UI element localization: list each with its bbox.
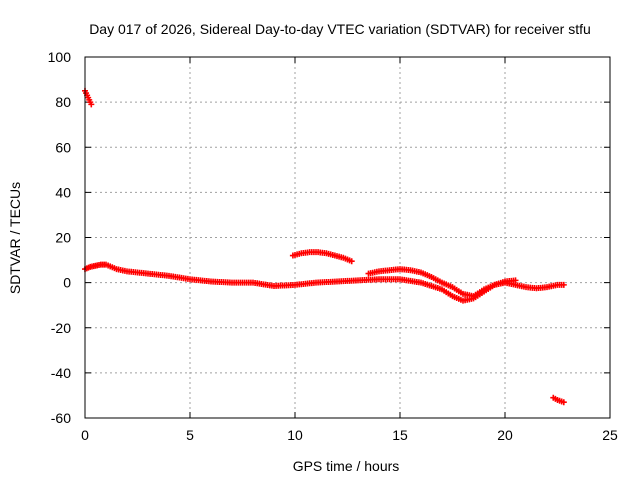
data-point (512, 277, 519, 284)
ticks: 0 5 10 15 20 25 -60 -40 -20 0 20 40 60 80 100 (48, 49, 618, 443)
x-tick-label: 15 (392, 427, 408, 443)
y-tick-label: 20 (55, 230, 71, 246)
y-tick-label: -40 (51, 365, 71, 381)
series-early-high (82, 87, 95, 108)
y-tick-label: -20 (51, 320, 71, 336)
series-arc-2 (365, 266, 519, 300)
data-point (560, 281, 567, 288)
y-axis-label: SDTVAR / TECUs (7, 182, 23, 294)
y-tick-label: 0 (63, 275, 71, 291)
chart-title: Day 017 of 2026, Sidereal Day-to-day VTE… (89, 21, 591, 37)
series-arc-1 (289, 249, 355, 265)
data-point (560, 399, 567, 406)
x-tick-label: 0 (81, 427, 89, 443)
x-tick-label: 10 (287, 427, 303, 443)
x-tick-label: 5 (186, 427, 194, 443)
y-tick-label: 40 (55, 184, 71, 200)
data-point (348, 258, 355, 265)
x-tick-label: 20 (497, 427, 513, 443)
y-tick-label: 80 (55, 94, 71, 110)
series-late-low (550, 394, 567, 406)
y-tick-label: -60 (51, 410, 71, 426)
x-tick-label: 25 (602, 427, 618, 443)
data-points (82, 87, 567, 406)
plot-frame (84, 56, 611, 419)
grid (85, 57, 610, 418)
y-tick-label: 100 (48, 49, 72, 65)
x-axis-label: GPS time / hours (293, 458, 400, 474)
data-point (88, 101, 95, 108)
y-tick-label: 60 (55, 139, 71, 155)
